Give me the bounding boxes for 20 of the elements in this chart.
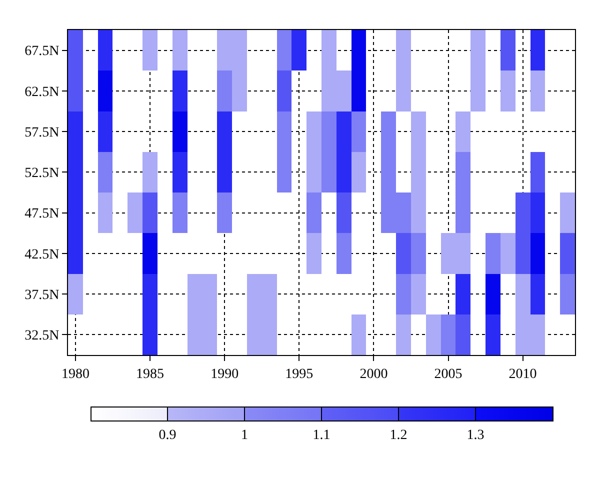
color-bar-label: 1.1 — [312, 428, 330, 443]
x-tick-label: 1985 — [136, 366, 164, 382]
x-tick-label: 2000 — [360, 366, 388, 382]
y-tick-label: 67.5N — [24, 44, 60, 60]
x-tick-label: 1995 — [285, 366, 314, 382]
x-tick-label: 1980 — [61, 366, 90, 382]
color-bar-label: 1 — [241, 428, 248, 443]
y-tick-label: 37.5N — [24, 288, 60, 303]
y-tick-label: 62.5N — [24, 84, 60, 100]
y-tick-label: 57.5N — [24, 125, 60, 140]
y-tick-label: 32.5N — [24, 328, 60, 344]
y-tick-label: 42.5N — [24, 247, 60, 262]
x-tick-label: 1990 — [210, 366, 239, 382]
color-bar-label: 1.3 — [466, 428, 484, 443]
y-tick-label: 47.5N — [24, 206, 60, 222]
color-bar-label: 0.9 — [158, 428, 176, 443]
x-tick-label: 2005 — [434, 366, 462, 382]
color-bar-label: 1.2 — [390, 428, 408, 443]
y-tick-label: 52.5N — [24, 166, 60, 182]
x-tick-label: 2010 — [508, 366, 537, 382]
